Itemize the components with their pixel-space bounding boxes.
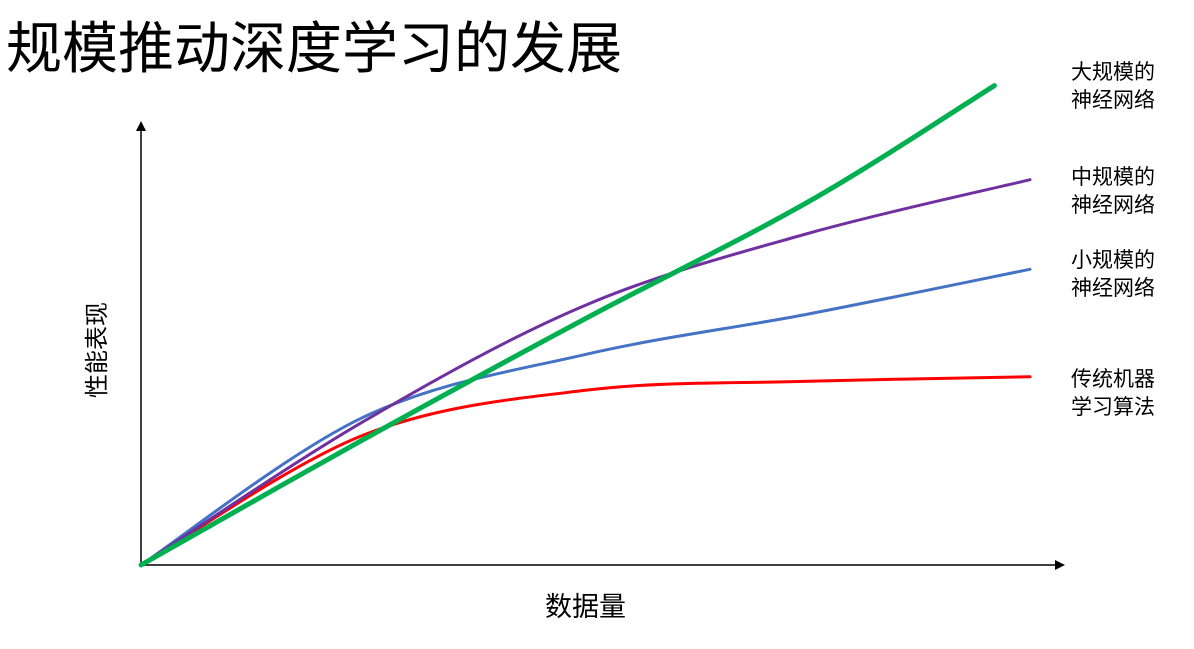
legend-label-line: 中规模的 xyxy=(1071,165,1155,189)
legend-label-line: 神经网络 xyxy=(1071,276,1155,300)
legend-label-small-network: 小规模的 神经网络 xyxy=(1071,246,1191,302)
legend-label-line: 神经网络 xyxy=(1071,88,1155,112)
series-line-3 xyxy=(139,267,1032,567)
series-line-4 xyxy=(139,375,1032,567)
legend-label-line: 小规模的 xyxy=(1071,248,1155,272)
legend-label-line: 学习算法 xyxy=(1071,395,1155,419)
x-axis-label: 数据量 xyxy=(545,592,626,623)
page-title: 规模推动深度学习的发展 xyxy=(6,17,622,82)
series-layer xyxy=(138,83,1032,568)
y-axis-label: 性能表现 xyxy=(83,302,111,398)
legend-label-line: 传统机器 xyxy=(1071,367,1155,391)
legend-label-line: 大规模的 xyxy=(1071,60,1155,84)
legend-label-medium-network: 中规模的 神经网络 xyxy=(1071,163,1191,219)
legend-label-traditional-ml: 传统机器 学习算法 xyxy=(1071,365,1191,421)
legend-label-large-network: 大规模的 神经网络 xyxy=(1071,58,1191,114)
series-line-2 xyxy=(139,178,1032,567)
series-line-1 xyxy=(138,83,997,568)
legend-label-line: 神经网络 xyxy=(1071,193,1155,217)
